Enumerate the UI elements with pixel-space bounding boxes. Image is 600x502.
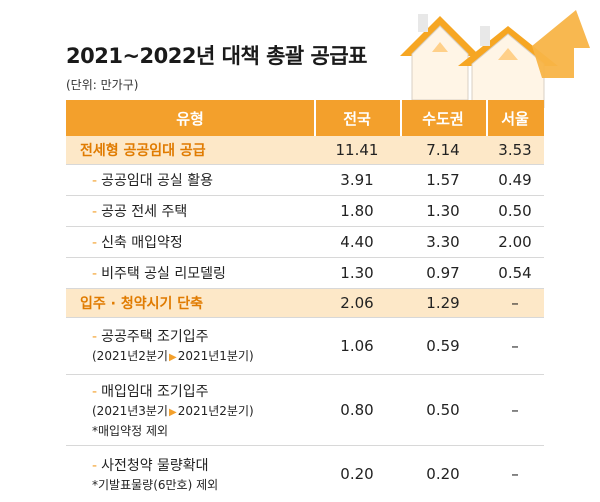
footnote: *매입약정 제외 xyxy=(92,424,169,438)
house-icon xyxy=(400,14,480,101)
header-capital: 수도권 xyxy=(422,109,464,128)
value-seoul: 0.50 xyxy=(498,202,532,220)
value-nation: 11.41 xyxy=(335,141,379,159)
header-nation: 전국 xyxy=(343,109,371,128)
value-seoul: 2.00 xyxy=(498,233,532,251)
value-seoul: 3.53 xyxy=(498,141,532,159)
value-seoul: – xyxy=(511,465,519,483)
house-icon xyxy=(458,10,590,108)
value-nation: 1.80 xyxy=(340,202,374,220)
value-capital: 0.97 xyxy=(426,264,460,282)
value-seoul: 0.54 xyxy=(498,264,532,282)
table-row: - 공공주택 조기입주 (2021년2분기▶2021년1분기) 1.06 0.59… xyxy=(66,318,544,375)
row-label: 매입임대 조기입주 xyxy=(101,384,209,400)
value-nation: 0.80 xyxy=(340,401,374,419)
dash-marker: - xyxy=(92,329,98,345)
table-row: - 신축 매입약정 4.40 3.30 2.00 xyxy=(66,227,544,258)
footnote: *기발표물량(6만호) 제외 xyxy=(92,478,219,492)
value-seoul: – xyxy=(511,401,519,419)
dash-marker: - xyxy=(92,204,98,220)
value-capital: 0.20 xyxy=(426,465,460,483)
dash-marker: - xyxy=(92,266,98,282)
value-capital: 3.30 xyxy=(426,233,460,251)
table-row: - 공공임대 공실 활용 3.91 1.57 0.49 xyxy=(66,165,544,196)
dash-marker: - xyxy=(92,235,98,251)
supply-table: 유형 전국 수도권 서울 전세형 공공임대 공급 11.41 7.14 3.53… xyxy=(66,100,544,502)
table-header: 유형 전국 수도권 서울 xyxy=(66,100,544,136)
value-capital: 7.14 xyxy=(426,141,460,159)
table-row: - 비주택 공실 리모델링 1.30 0.97 0.54 xyxy=(66,258,544,289)
unit-label: (단위: 만가구) xyxy=(66,78,139,92)
header-type: 유형 xyxy=(176,109,204,128)
row-label: 비주택 공실 리모델링 xyxy=(101,266,226,282)
house-illustration xyxy=(400,10,590,108)
row-label: 공공 전세 주택 xyxy=(101,204,188,220)
arrow-right-icon: ▶ xyxy=(168,407,177,418)
row-label: 전세형 공공임대 공급 xyxy=(80,143,206,159)
row-label: 공공주택 조기입주 xyxy=(101,329,209,345)
table-row: 입주 · 청약시기 단축 2.06 1.29 – xyxy=(66,289,544,318)
value-seoul: – xyxy=(511,294,519,312)
table-row: - 매입임대 조기입주 (2021년3분기▶2021년2분기) *매입약정 제외 … xyxy=(66,375,544,446)
period-note: (2021년2분기▶2021년1분기) xyxy=(92,349,254,363)
value-nation: 1.06 xyxy=(340,337,374,355)
dash-marker: - xyxy=(92,458,98,474)
value-nation: 1.30 xyxy=(340,264,374,282)
value-capital: 0.59 xyxy=(426,337,460,355)
header-seoul: 서울 xyxy=(501,109,529,128)
value-seoul: 0.49 xyxy=(498,171,532,189)
row-label: 입주 · 청약시기 단축 xyxy=(80,296,203,312)
table-row: - 공공 전세 주택 1.80 1.30 0.50 xyxy=(66,196,544,227)
dash-marker: - xyxy=(92,173,98,189)
value-capital: 0.50 xyxy=(426,401,460,419)
value-capital: 1.29 xyxy=(426,294,460,312)
value-nation: 3.91 xyxy=(340,171,374,189)
value-capital: 1.30 xyxy=(426,202,460,220)
table-row: - 사전청약 물량확대 *기발표물량(6만호) 제외 0.20 0.20 – xyxy=(66,446,544,502)
period-note: (2021년3분기▶2021년2분기) xyxy=(92,404,254,418)
page-title: 2021~2022년 대책 총괄 공급표 xyxy=(66,44,367,68)
value-nation: 2.06 xyxy=(340,294,374,312)
row-label: 신축 매입약정 xyxy=(101,235,183,251)
row-label: 사전청약 물량확대 xyxy=(101,458,209,474)
arrow-right-icon: ▶ xyxy=(168,352,177,363)
value-capital: 1.57 xyxy=(426,171,460,189)
table-row: 전세형 공공임대 공급 11.41 7.14 3.53 xyxy=(66,136,544,165)
value-nation: 0.20 xyxy=(340,465,374,483)
value-seoul: – xyxy=(511,337,519,355)
dash-marker: - xyxy=(92,384,98,400)
value-nation: 4.40 xyxy=(340,233,374,251)
row-label: 공공임대 공실 활용 xyxy=(101,173,214,189)
